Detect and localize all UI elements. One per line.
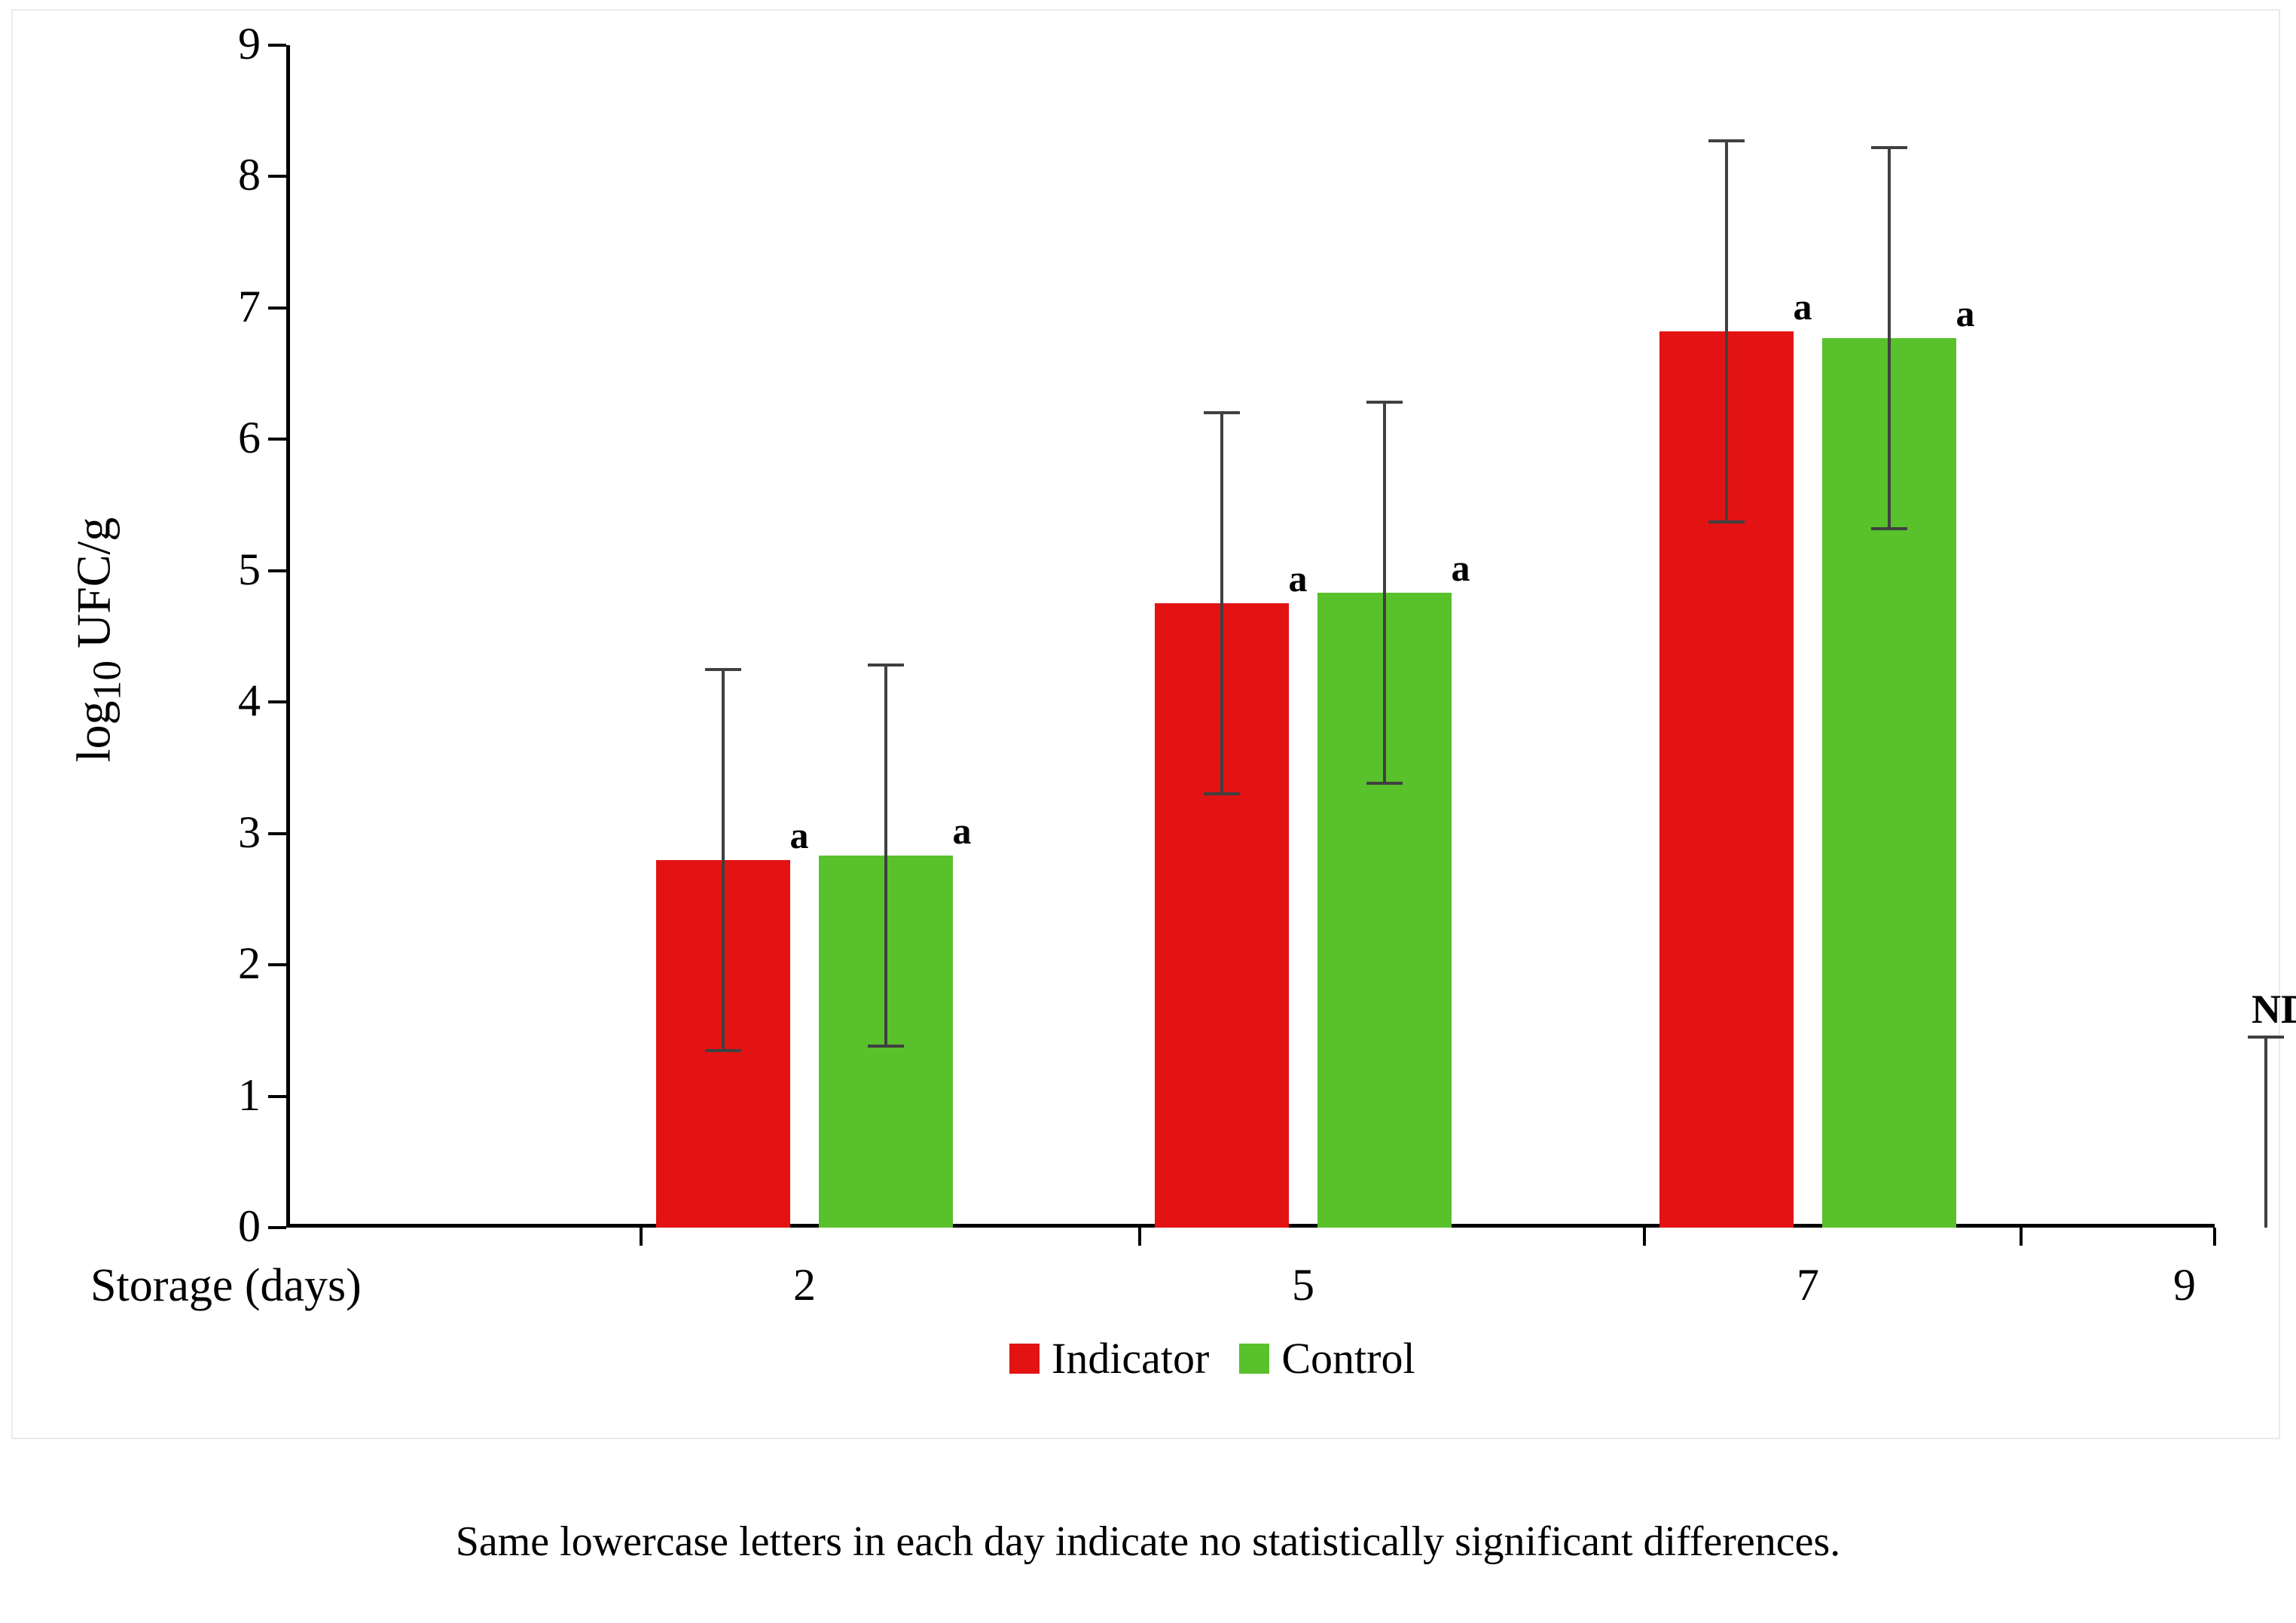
error-bar bbox=[1220, 413, 1223, 794]
error-bar bbox=[722, 670, 725, 1051]
y-tick-label: 2 bbox=[185, 938, 261, 990]
significance-letter: a bbox=[939, 809, 985, 853]
y-tick bbox=[268, 832, 286, 835]
error-cap bbox=[2248, 1036, 2284, 1039]
y-axis bbox=[286, 45, 290, 1228]
y-tick bbox=[268, 307, 286, 310]
error-cap bbox=[1366, 401, 1403, 404]
figure-root: 0 1 2 3 4 5 6 7 8 9 2 5 7 9 a a a a a a ND log10 UFC/g Stora… bbox=[0, 0, 2296, 1623]
x-tick-label: 7 bbox=[1763, 1259, 1853, 1311]
error-cap bbox=[1366, 782, 1403, 785]
y-tick bbox=[268, 438, 286, 441]
error-cap bbox=[1871, 527, 1907, 530]
error-bar bbox=[1383, 402, 1386, 783]
x-tick bbox=[1643, 1228, 1646, 1246]
legend-label: Control bbox=[1281, 1333, 1415, 1384]
figure-caption: Same lowercase letters in each day indic… bbox=[0, 1518, 2296, 1566]
y-tick-label: 0 bbox=[185, 1200, 261, 1252]
error-cap bbox=[1204, 411, 1240, 414]
error-bar bbox=[2264, 1037, 2267, 1228]
error-cap bbox=[868, 664, 904, 667]
y-tick bbox=[268, 569, 286, 572]
x-tick-label: 5 bbox=[1258, 1259, 1348, 1311]
y-tick-label: 4 bbox=[185, 675, 261, 727]
y-tick bbox=[268, 1095, 286, 1098]
y-tick bbox=[268, 700, 286, 703]
error-cap bbox=[1204, 792, 1240, 795]
legend-swatch bbox=[1239, 1344, 1269, 1374]
x-tick-label: 2 bbox=[759, 1259, 850, 1311]
y-tick-label: 6 bbox=[185, 412, 261, 464]
significance-letter: a bbox=[1943, 291, 1988, 335]
legend-item-control: Control bbox=[1239, 1333, 1415, 1384]
significance-letter: a bbox=[1438, 546, 1483, 590]
y-tick-label: 5 bbox=[185, 544, 261, 596]
y-axis-title: log10 UFC/g bbox=[66, 48, 130, 1231]
error-bar bbox=[884, 665, 887, 1046]
significance-letter: a bbox=[1275, 557, 1321, 600]
y-tick-label: 3 bbox=[185, 807, 261, 859]
y-tick bbox=[268, 175, 286, 178]
x-tick bbox=[2213, 1228, 2216, 1246]
significance-letter: a bbox=[777, 813, 822, 857]
x-axis-title: Storage (days) bbox=[90, 1259, 362, 1313]
y-tick-label: 1 bbox=[185, 1069, 261, 1121]
error-bar bbox=[1888, 148, 1891, 529]
x-tick bbox=[640, 1228, 643, 1246]
x-tick bbox=[2020, 1228, 2023, 1246]
x-tick bbox=[1138, 1228, 1141, 1246]
significance-letter: a bbox=[1780, 285, 1825, 328]
y-tick bbox=[268, 1226, 286, 1229]
y-tick bbox=[268, 44, 286, 47]
x-tick-label: 9 bbox=[2139, 1259, 2230, 1311]
error-cap bbox=[705, 668, 741, 671]
y-tick-label: 9 bbox=[185, 18, 261, 70]
error-bar bbox=[1725, 141, 1728, 522]
y-tick-label: 7 bbox=[185, 281, 261, 333]
legend: Indicator Control bbox=[1009, 1333, 1415, 1384]
nd-label: ND bbox=[2221, 986, 2296, 1033]
y-tick-label: 8 bbox=[185, 149, 261, 201]
error-cap bbox=[868, 1045, 904, 1048]
legend-item-indicator: Indicator bbox=[1009, 1333, 1209, 1384]
plot-area: 01234567892579aaaaaaND bbox=[286, 45, 2215, 1228]
error-cap bbox=[705, 1049, 741, 1052]
error-cap bbox=[1708, 139, 1745, 142]
legend-label: Indicator bbox=[1052, 1333, 1209, 1384]
error-cap bbox=[1871, 146, 1907, 149]
y-tick bbox=[268, 963, 286, 966]
error-cap bbox=[1708, 520, 1745, 523]
legend-swatch bbox=[1009, 1344, 1040, 1374]
